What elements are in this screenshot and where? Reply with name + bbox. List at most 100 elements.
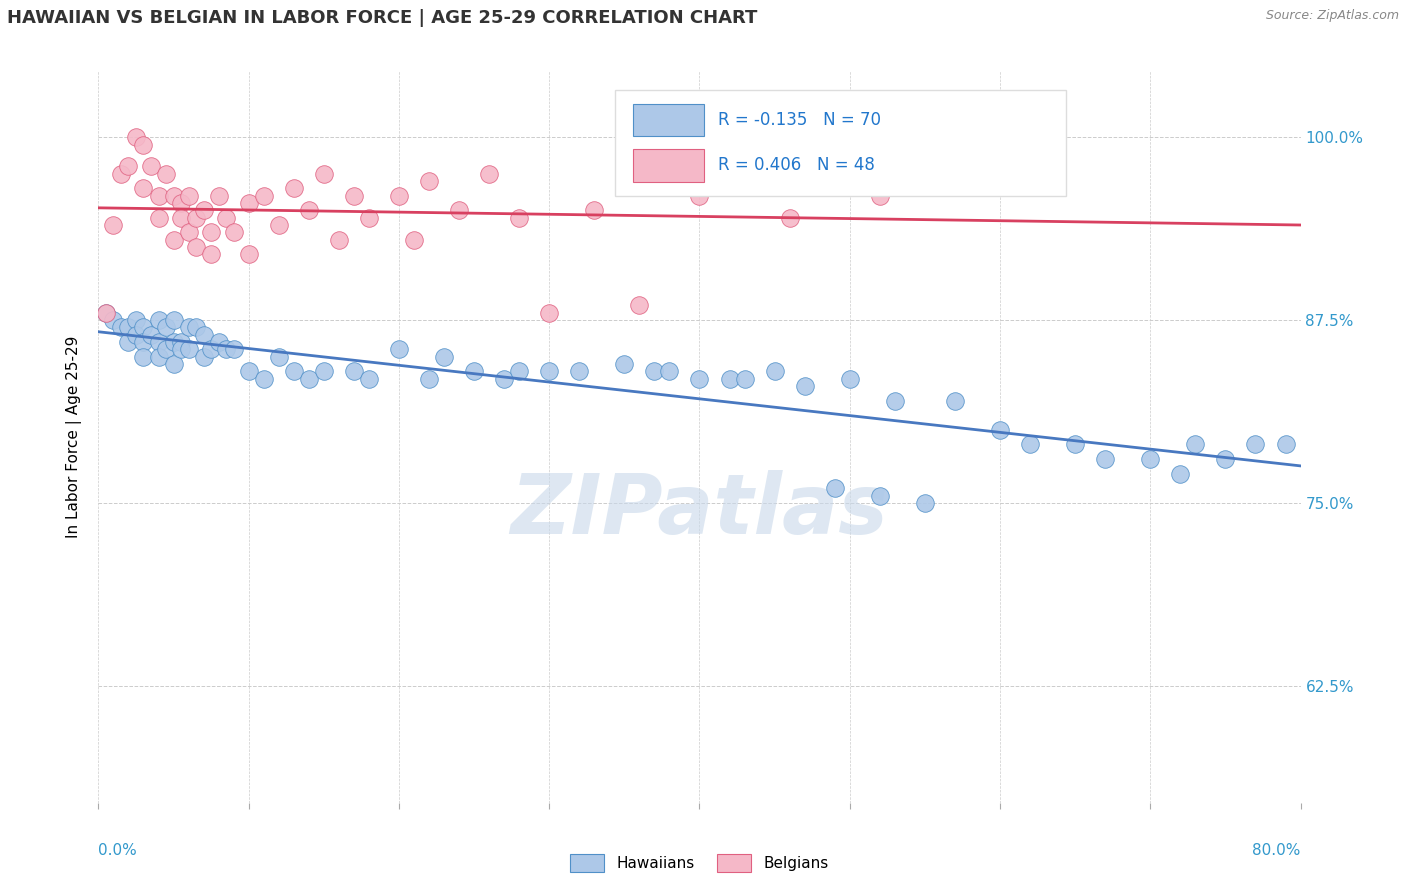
Point <box>200 343 222 357</box>
Text: 0.0%: 0.0% <box>98 843 138 858</box>
Point <box>267 350 290 364</box>
Point <box>117 334 139 349</box>
Point <box>148 313 170 327</box>
Point <box>267 218 290 232</box>
Point <box>1274 437 1296 451</box>
Point <box>208 188 231 202</box>
Point <box>343 364 366 378</box>
Point <box>125 130 148 145</box>
Point <box>193 203 215 218</box>
Point <box>184 320 207 334</box>
Point <box>418 174 440 188</box>
Point <box>1215 452 1237 467</box>
Point <box>162 357 184 371</box>
Point <box>402 233 425 247</box>
Point <box>155 343 177 357</box>
Point <box>132 181 155 195</box>
Point <box>943 393 966 408</box>
Point <box>253 188 276 202</box>
Point <box>162 233 184 247</box>
Point <box>312 167 335 181</box>
Point <box>94 306 117 320</box>
Point <box>117 160 139 174</box>
Text: Source: ZipAtlas.com: Source: ZipAtlas.com <box>1265 9 1399 22</box>
Point <box>1170 467 1192 481</box>
Point <box>763 364 786 378</box>
Point <box>155 167 177 181</box>
Point <box>110 320 132 334</box>
Point <box>170 211 193 225</box>
Text: 80.0%: 80.0% <box>1253 843 1301 858</box>
Point <box>447 203 470 218</box>
Point <box>132 320 155 334</box>
Point <box>914 496 936 510</box>
Point <box>148 334 170 349</box>
Point <box>658 364 681 378</box>
Point <box>298 371 321 385</box>
FancyBboxPatch shape <box>616 90 1066 195</box>
Point <box>343 188 366 202</box>
Point <box>312 364 335 378</box>
Point <box>238 364 260 378</box>
Point <box>734 371 756 385</box>
Point <box>883 393 905 408</box>
Point <box>184 211 207 225</box>
Point <box>689 188 711 202</box>
Point <box>463 364 485 378</box>
Point <box>613 357 636 371</box>
Point <box>132 350 155 364</box>
FancyBboxPatch shape <box>633 103 704 136</box>
Text: R = 0.406   N = 48: R = 0.406 N = 48 <box>717 156 875 175</box>
Point <box>1019 437 1042 451</box>
Point <box>283 364 305 378</box>
Text: HAWAIIAN VS BELGIAN IN LABOR FORCE | AGE 25-29 CORRELATION CHART: HAWAIIAN VS BELGIAN IN LABOR FORCE | AGE… <box>7 9 758 27</box>
Point <box>162 313 184 327</box>
Point <box>824 481 846 495</box>
Point <box>94 306 117 320</box>
Point <box>117 320 139 334</box>
Point <box>125 313 148 327</box>
Y-axis label: In Labor Force | Age 25-29: In Labor Force | Age 25-29 <box>66 336 83 538</box>
Point <box>215 343 238 357</box>
Point <box>478 167 501 181</box>
Point <box>238 247 260 261</box>
Point <box>193 350 215 364</box>
Point <box>184 240 207 254</box>
Point <box>283 181 305 195</box>
Point <box>170 343 193 357</box>
Point <box>643 364 665 378</box>
Point <box>1184 437 1206 451</box>
Point <box>148 211 170 225</box>
Point <box>357 371 380 385</box>
Point <box>418 371 440 385</box>
Legend: Hawaiians, Belgians: Hawaiians, Belgians <box>562 847 837 880</box>
Point <box>162 334 184 349</box>
Point <box>494 371 516 385</box>
Point <box>1064 437 1087 451</box>
Point <box>583 203 606 218</box>
Point <box>170 196 193 211</box>
Text: R = -0.135   N = 70: R = -0.135 N = 70 <box>717 111 880 129</box>
Point <box>177 188 200 202</box>
Point <box>208 334 231 349</box>
Point <box>388 188 411 202</box>
Point <box>959 167 981 181</box>
Point <box>162 188 184 202</box>
Point <box>170 334 193 349</box>
Point <box>177 225 200 239</box>
Point <box>718 371 741 385</box>
Point <box>125 327 148 342</box>
Point <box>298 203 321 218</box>
Point <box>139 160 162 174</box>
Point <box>238 196 260 211</box>
Point <box>1094 452 1116 467</box>
Point <box>779 211 801 225</box>
Point <box>110 167 132 181</box>
Point <box>253 371 276 385</box>
Point <box>538 364 561 378</box>
Point <box>222 225 245 239</box>
Point <box>103 218 125 232</box>
Point <box>538 306 561 320</box>
Point <box>155 320 177 334</box>
Point <box>139 327 162 342</box>
